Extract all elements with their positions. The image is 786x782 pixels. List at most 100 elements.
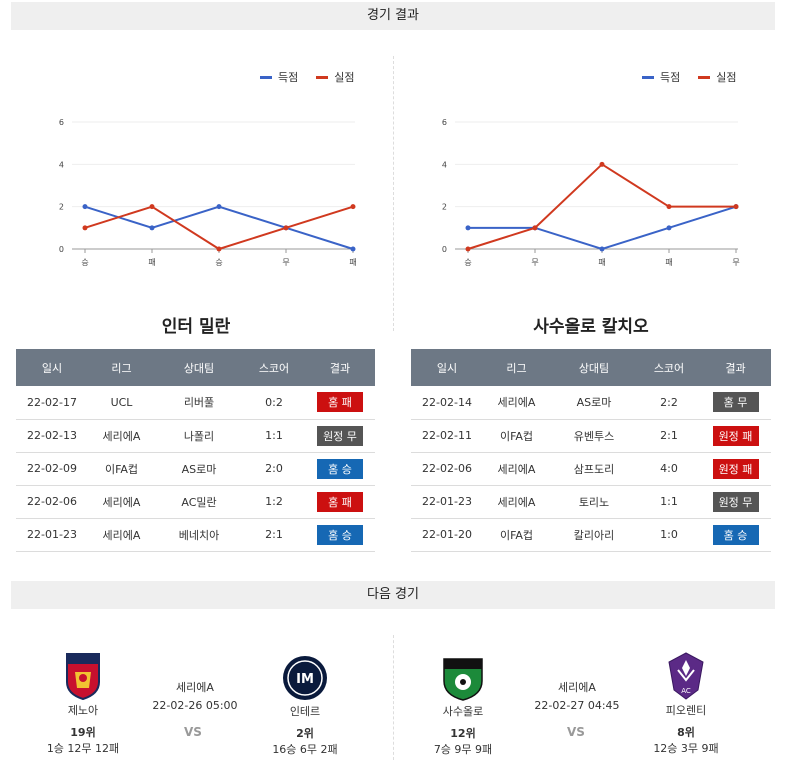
scored-point[interactable]: [82, 204, 88, 210]
date-cell: 22-02-06: [411, 452, 483, 486]
league-cell: 세리에A: [483, 485, 550, 519]
result-cell: 홈 무: [700, 386, 771, 420]
x-tick-label: 무: [531, 258, 538, 267]
scored-point[interactable]: [149, 225, 155, 231]
next1-home-team[interactable]: 제노아 19위 1승 12무 12패: [38, 652, 128, 756]
right-team-title: 사수올로 칼치오: [533, 317, 649, 337]
table-row[interactable]: 22-02-06 세리에A AC밀란 1:2 홈 패: [16, 485, 375, 519]
result-cell: 원정 패: [700, 452, 771, 486]
scored-point[interactable]: [350, 246, 356, 252]
conceded-point[interactable]: [149, 204, 155, 210]
table-row[interactable]: 22-01-20 이FA컵 칼리아리 1:0 홈 승: [411, 518, 771, 552]
x-tick-label: 패: [349, 257, 356, 267]
score-cell: 2:1: [638, 419, 700, 453]
x-tick-label: 승: [464, 258, 471, 267]
y-tick-label: 2: [59, 203, 64, 212]
result-cell: 원정 패: [700, 419, 771, 453]
y-tick-label: 0: [59, 245, 64, 254]
col-date: 일시: [16, 349, 88, 386]
inter-logo-icon: IM: [283, 656, 327, 700]
result-badge: 홈 승: [317, 524, 363, 545]
next1-home-name: 제노아: [67, 704, 99, 717]
opponent-cell: 나폴리: [155, 419, 243, 453]
result-badge: 홈 승: [712, 524, 759, 545]
next2-away-record: 12승 3무 9패: [653, 742, 719, 755]
next2-home-team[interactable]: 사수올로 12위 7승 9무 9패: [418, 655, 508, 757]
league-cell: 세리에A: [483, 386, 550, 420]
next-section-title: 다음 경기: [11, 581, 775, 609]
next1-home-record: 1승 12무 12패: [46, 742, 120, 755]
table-row[interactable]: 22-02-13 세리에A 나폴리 1:1 원정 무: [16, 419, 375, 453]
conceded-point[interactable]: [216, 246, 222, 252]
results-section-title: 경기 결과: [11, 2, 775, 30]
scored-swatch-icon: [260, 75, 272, 79]
opponent-cell: AC밀란: [155, 485, 243, 519]
y-tick-label: 2: [442, 203, 447, 212]
y-tick-label: 6: [442, 118, 447, 127]
next2-info: 세리에A 22-02-27 04:45: [527, 679, 627, 712]
league-cell: 세리에A: [88, 485, 155, 519]
next1-away-team[interactable]: IM 인테르 2위 16승 6무 2패: [260, 655, 350, 757]
result-cell: 원정 무: [700, 485, 771, 519]
table-row[interactable]: 22-02-17 UCL 리버풀 0:2 홈 패: [16, 386, 375, 420]
next1-away-name: 인테르: [289, 705, 321, 718]
next2-away-rank: 8위: [677, 726, 695, 739]
next-divider: [393, 635, 394, 760]
opponent-cell: AS로마: [155, 452, 243, 486]
table-row[interactable]: 22-02-06 세리에A 삼프도리 4:0 원정 패: [411, 452, 771, 486]
conceded-series-line: [84, 205, 354, 251]
date-cell: 22-02-11: [411, 419, 483, 453]
conceded-swatch-icon: [316, 75, 329, 79]
result-cell: 홈 패: [305, 485, 375, 519]
scored-point[interactable]: [216, 204, 222, 210]
scored-series-line: [84, 205, 354, 250]
conceded-point[interactable]: [283, 225, 289, 231]
next1-datetime: 22-02-26 05:00: [152, 699, 238, 712]
next2-league: 세리에A: [558, 681, 596, 694]
y-tick-label: 0: [442, 245, 447, 254]
legend-scored: 득점: [278, 71, 299, 84]
next2-away-team[interactable]: AC 피오렌티 8위 12승 3무 9패: [641, 652, 731, 756]
left-team-title: 인터 밀란: [161, 317, 231, 337]
scored-point[interactable]: [465, 225, 471, 231]
table-row[interactable]: 22-02-14 세리에A AS로마 2:2 홈 무: [411, 386, 771, 420]
league-cell: 이FA컵: [483, 419, 550, 453]
x-tick-label: 패: [598, 257, 605, 267]
chart-divider: [393, 56, 394, 331]
league-cell: 세리에A: [483, 452, 550, 486]
scored-point[interactable]: [666, 225, 672, 231]
league-cell: 이FA컵: [88, 452, 155, 486]
table-row[interactable]: 22-01-23 세리에A 토리노 1:1 원정 무: [411, 485, 771, 519]
next1-home-rank: 19위: [70, 726, 96, 739]
genoa-logo-icon: [66, 653, 100, 700]
result-badge: 원정 무: [712, 491, 759, 512]
table-row[interactable]: 22-02-09 이FA컵 AS로마 2:0 홈 승: [16, 452, 375, 486]
col-date: 일시: [411, 349, 483, 386]
conceded-point[interactable]: [666, 204, 672, 210]
score-cell: 1:0: [638, 518, 700, 552]
opponent-cell: 리버풀: [155, 386, 243, 420]
league-cell: 세리에A: [88, 518, 155, 552]
left-chart-legend: 득점 실점: [260, 69, 355, 85]
left-score-chart: 0 2 4 6 승 패 승 무 패: [59, 118, 357, 267]
conceded-point[interactable]: [599, 161, 605, 167]
next1-info: 세리에A 22-02-26 05:00: [145, 679, 245, 712]
svg-text:IM: IM: [296, 672, 314, 687]
date-cell: 22-02-09: [16, 452, 88, 486]
date-cell: 22-01-23: [16, 518, 88, 552]
left-results-table: 일시 리그 상대팀 스코어 결과 22-02-17 UCL 리버풀 0:2 홈 패 22-…: [16, 349, 375, 552]
table-row[interactable]: 22-01-23 세리에A 베네치아 2:1 홈 승: [16, 518, 375, 552]
score-cell: 2:0: [243, 452, 305, 486]
score-cell: 0:2: [243, 386, 305, 420]
table-row[interactable]: 22-02-11 이FA컵 유벤투스 2:1 원정 패: [411, 419, 771, 453]
score-cell: 1:1: [638, 485, 700, 519]
scored-point[interactable]: [599, 246, 605, 252]
x-tick-label: 무: [732, 258, 739, 267]
next1-vs: VS: [184, 725, 202, 739]
conceded-point[interactable]: [532, 225, 538, 231]
conceded-point[interactable]: [350, 204, 356, 210]
col-result: 결과: [305, 349, 375, 386]
conceded-point[interactable]: [82, 225, 88, 231]
conceded-point[interactable]: [733, 204, 739, 210]
conceded-point[interactable]: [465, 246, 471, 252]
